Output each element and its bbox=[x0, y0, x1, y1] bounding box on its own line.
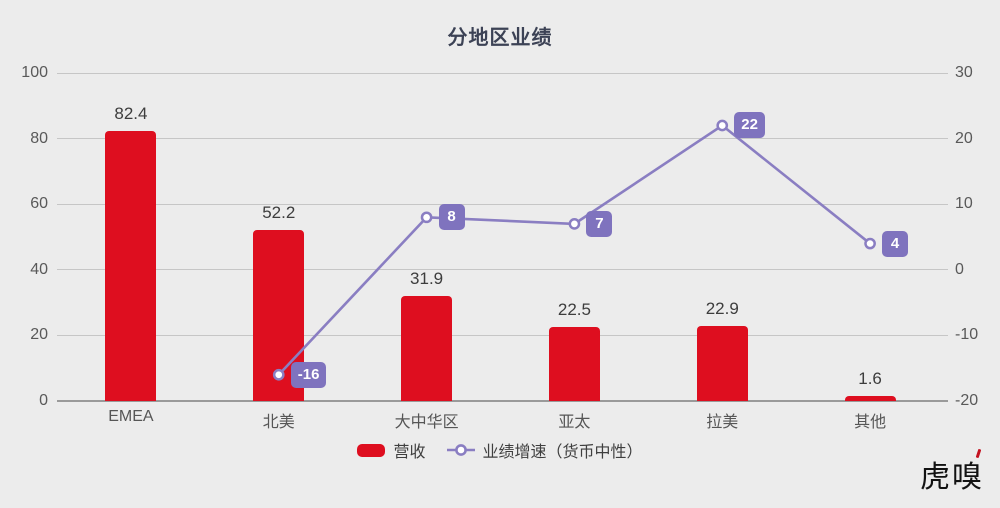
y-axis-tick-label-left: 60 bbox=[30, 195, 48, 213]
y-axis-tick-label-left: 0 bbox=[39, 392, 48, 409]
huxiu-watermark-text: 虎嗅 bbox=[920, 460, 984, 495]
revenue-legend-label: 营收 bbox=[393, 444, 426, 461]
revenue-bar bbox=[548, 327, 600, 401]
growth-point-marker bbox=[716, 119, 729, 132]
bar-value-label: 22.5 bbox=[557, 300, 591, 320]
huxiu-watermark: 虎嗅 bbox=[920, 448, 984, 496]
revenue-legend-swatch-icon bbox=[357, 443, 386, 457]
revenue-bar bbox=[401, 296, 453, 401]
category-label: 拉美 bbox=[706, 414, 739, 431]
y-axis-tick-label-right: 30 bbox=[955, 64, 973, 81]
growth-point-label: 4 bbox=[882, 230, 909, 257]
grid-line bbox=[57, 334, 948, 336]
category-label: 大中华区 bbox=[394, 414, 459, 431]
revenue-bar bbox=[844, 395, 896, 401]
growth-legend-label: 业绩增速（货币中性） bbox=[482, 444, 643, 461]
growth-point-label: 22 bbox=[734, 112, 765, 139]
bar-value-label: 22.9 bbox=[705, 298, 739, 318]
grid-line bbox=[57, 269, 948, 271]
grid-line bbox=[57, 203, 948, 205]
bar-value-label: 31.9 bbox=[410, 269, 444, 289]
growth-point-label: -16 bbox=[290, 361, 327, 388]
category-label: EMEA bbox=[108, 408, 154, 425]
y-axis-tick-label-right: -20 bbox=[955, 392, 979, 409]
revenue-bar bbox=[105, 130, 157, 401]
y-axis-tick-label-left: 20 bbox=[30, 326, 48, 344]
category-label: 亚太 bbox=[558, 414, 591, 431]
y-axis-tick-label-left: 80 bbox=[30, 129, 48, 147]
y-axis-tick-label-left: 40 bbox=[30, 260, 48, 278]
bar-value-label: 52.2 bbox=[262, 202, 296, 222]
y-axis-tick-label-right: -10 bbox=[955, 326, 979, 344]
grid-line bbox=[57, 138, 948, 140]
y-axis-tick-label-right: 20 bbox=[955, 129, 973, 147]
y-axis-tick-label-left: 100 bbox=[21, 64, 48, 81]
y-axis-tick-label-right: 0 bbox=[955, 260, 964, 278]
x-axis-line bbox=[57, 400, 948, 402]
y-axis-tick-label-right: 10 bbox=[955, 195, 973, 213]
growth-point-label: 7 bbox=[586, 210, 613, 237]
growth-point-label: 8 bbox=[438, 204, 465, 231]
grid-line bbox=[57, 72, 948, 74]
growth-legend-marker-icon bbox=[446, 443, 476, 457]
chart-title: 分地区业绩 bbox=[447, 27, 553, 49]
bar-value-label: 1.6 bbox=[858, 368, 882, 388]
growth-point-marker bbox=[864, 237, 876, 250]
revenue-bar bbox=[696, 325, 748, 401]
category-label: 其他 bbox=[854, 414, 887, 431]
legend: 营收 业绩增速（货币中性） bbox=[0, 438, 1000, 462]
growth-point-marker bbox=[568, 218, 581, 230]
bar-value-label: 82.4 bbox=[114, 103, 148, 123]
category-label: 北美 bbox=[262, 414, 295, 431]
growth-point-marker bbox=[420, 211, 433, 224]
